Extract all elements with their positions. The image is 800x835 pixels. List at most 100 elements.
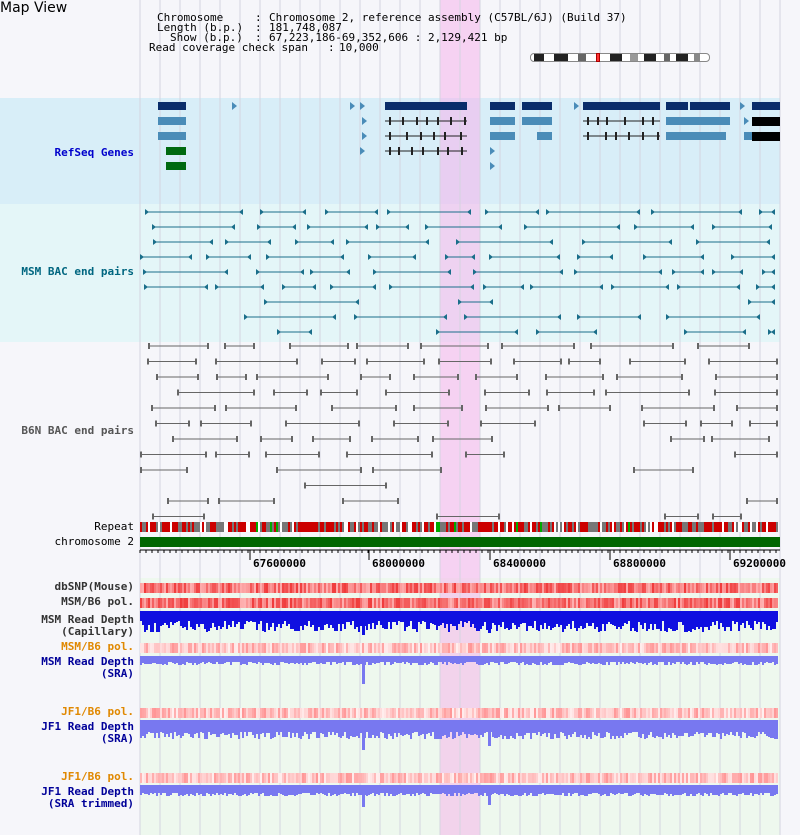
depth-bar [324,720,326,737]
msm-bac-end-icon [771,329,775,335]
msm-bac-end-icon [470,284,474,290]
repeat-block [474,522,476,532]
depth-bar [196,720,198,733]
depth-bar [514,720,516,739]
heat-cell [238,583,240,593]
depth-bar [412,611,414,629]
heat-cell [604,773,606,783]
heat-cell [352,598,354,608]
heat-cell [286,708,288,718]
heat-cell [182,583,184,593]
heat-cell [410,643,412,653]
heat-cell [324,773,326,783]
depth-bar [766,785,768,793]
gene-exon-tick [398,147,400,155]
repeat-block [344,522,346,532]
heat-cell [708,773,710,783]
heat-cell [334,773,336,783]
b6n-bac-end [306,389,308,396]
heat-cell [508,643,510,653]
heat-cell [208,773,210,783]
heat-cell [710,643,712,653]
heat-cell [362,598,364,608]
heat-cell [724,643,726,653]
heat-cell [768,583,770,593]
depth-bar [736,611,738,622]
heat-cell [588,773,590,783]
heat-cell [200,708,202,718]
depth-bar [272,785,274,796]
gene-exon-tick [444,132,446,140]
depth-bar [654,785,656,794]
heat-cell [364,598,366,608]
depth-bar [436,720,438,739]
depth-bar [168,720,170,737]
heat-cell [256,773,258,783]
depth-bar [386,656,388,662]
heat-cell [148,583,150,593]
heat-cell [566,708,568,718]
depth-bar [426,720,428,734]
heat-cell [374,643,376,653]
b6n-bac-end [366,358,368,365]
heat-cell [176,773,178,783]
heat-cell [450,583,452,593]
depth-bar [212,785,214,794]
depth-bar [348,611,350,622]
heat-cell [410,708,412,718]
depth-bar [196,611,198,624]
heat-cell [524,708,526,718]
b6n-bac-track-label[interactable]: B6N BAC end pairs [21,424,134,437]
heat-cell [408,583,410,593]
heat-cell [696,643,698,653]
repeat-block [314,522,316,532]
heat-cell [148,773,150,783]
heat-cell [484,583,486,593]
depth-bar [188,611,190,621]
heat-cell [532,583,534,593]
heat-cell [440,583,442,593]
heat-cell [440,643,442,653]
repeat-block [476,522,478,532]
heat-cell [246,583,248,593]
depth-bar [150,720,152,733]
depth-bar [708,611,710,630]
heat-cell [364,643,366,653]
heat-cell [208,598,210,608]
depth-spike [488,611,491,633]
heat-cell [358,583,360,593]
heat-cell [632,773,634,783]
heat-cell [438,708,440,718]
heat-cell [244,708,246,718]
depth-bar [178,785,180,796]
heat-cell [594,708,596,718]
heat-cell [226,583,228,593]
depth-bar [516,720,518,733]
depth-bar [210,611,212,628]
depth-bar [688,720,690,737]
heat-cell [418,708,420,718]
msm-bac-track-label[interactable]: MSM BAC end pairs [21,265,134,278]
heat-cell [198,598,200,608]
heat-cell [392,773,394,783]
heat-cell [588,643,590,653]
heat-cell [372,598,374,608]
refseq-track-label[interactable]: RefSeq Genes [54,146,134,159]
depth-bar [448,611,450,632]
heat-cell [418,773,420,783]
heat-cell [372,708,374,718]
heat-cell [698,583,700,593]
msm-b6-pol-label-1: MSM/B6 pol. [61,595,134,608]
depth-bar [328,611,330,628]
heat-cell [578,598,580,608]
heat-cell [424,598,426,608]
chromosome-label: Chromosome [157,11,224,24]
depth-bar [406,656,408,662]
repeat-block [606,522,608,532]
repeat-block [378,522,380,532]
heat-cell [608,583,610,593]
depth-bar [176,785,178,793]
heat-cell [478,643,480,653]
b6n-bac-end [407,343,409,349]
chromosome-ideogram[interactable] [530,53,710,62]
